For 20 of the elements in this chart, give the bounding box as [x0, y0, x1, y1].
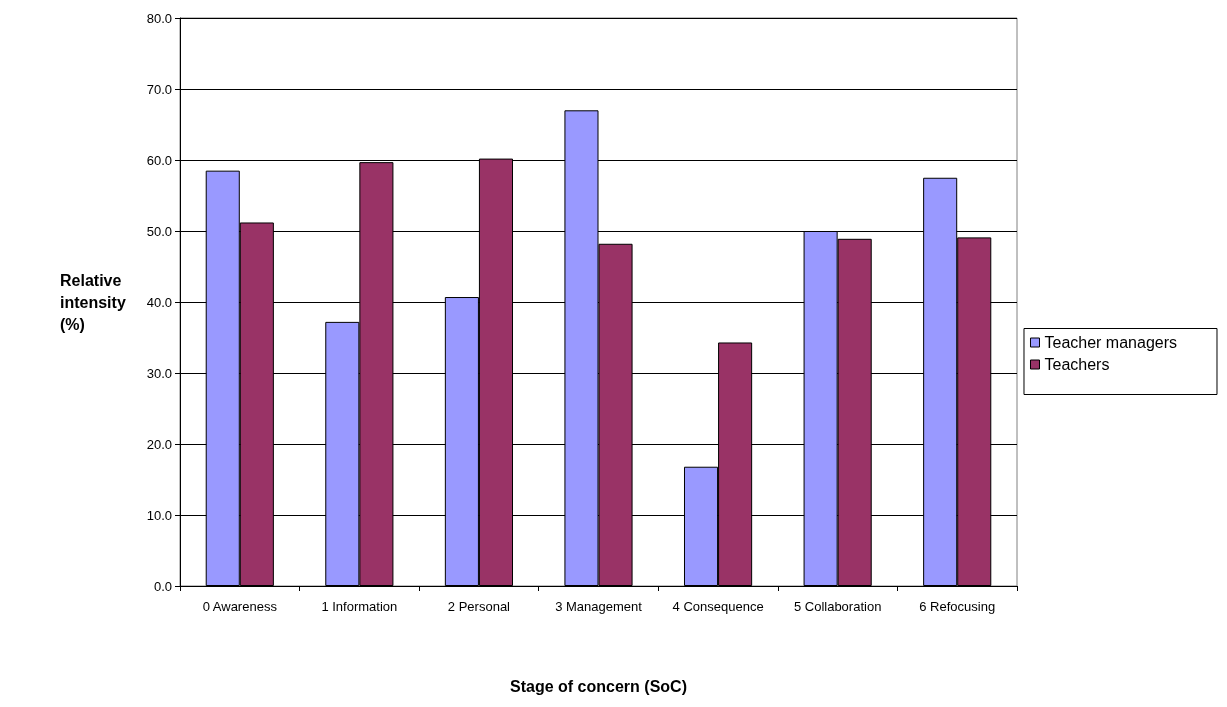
y-tick-label: 30.0: [146, 365, 172, 381]
y-tick-label: 80.0: [146, 10, 172, 26]
y-tick-label: 60.0: [146, 152, 172, 168]
x-tick-label: 0 Awareness: [202, 599, 278, 614]
x-tick-label: 2 Personal: [447, 599, 511, 614]
y-tick-label: 50.0: [146, 223, 172, 239]
y-tick-label: 40.0: [146, 294, 172, 310]
x-tick-label: 6 Refocusing: [919, 599, 996, 614]
x-tick-label: 5 Collaboration: [793, 599, 882, 614]
x-tick-label: 3 Management: [555, 599, 643, 614]
y-axis-title: Relative intensity (%): [60, 271, 126, 333]
y-tick-label: 10.0: [146, 507, 172, 523]
legend-label: Teachers: [1044, 356, 1110, 373]
legend-label: Teacher managers: [1044, 334, 1177, 351]
x-tick-label: 1 Information: [321, 599, 398, 614]
x-axis-title: Stage of concern (SoC): [510, 677, 687, 695]
y-tick-label: 70.0: [146, 81, 172, 97]
y-tick-label: 20.0: [146, 436, 172, 452]
x-tick-label: 4 Consequence: [672, 599, 764, 614]
y-tick-label: 0.0: [153, 578, 172, 594]
